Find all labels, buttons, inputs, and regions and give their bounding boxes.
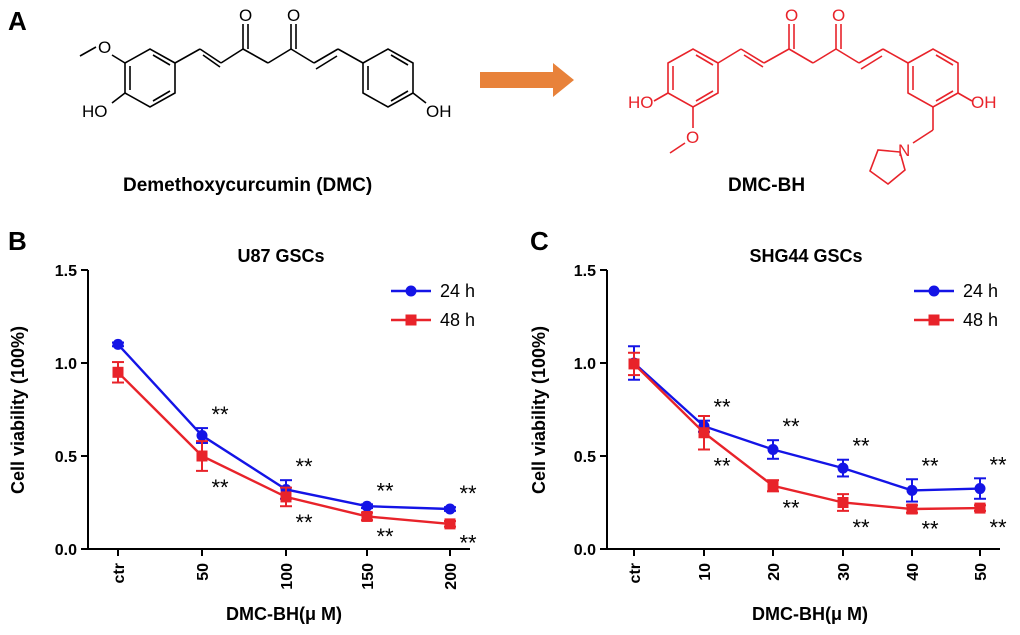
data-point-24h — [767, 443, 779, 455]
data-point-24h — [837, 462, 849, 474]
significance-marker-24h: ** — [459, 481, 477, 506]
dmc-bh-nitrogen: N — [898, 141, 910, 160]
data-point-48h — [767, 480, 779, 492]
y-tick-label: 1.5 — [574, 263, 596, 280]
dmc-ketone-o1: O — [239, 6, 252, 25]
legend-marker-24h — [928, 285, 940, 297]
dmc-ho-left: HO — [82, 102, 108, 121]
x-tick-label: 200 — [443, 563, 460, 590]
dmc-bh-ketone-o2: O — [832, 6, 845, 25]
significance-marker-48h: ** — [376, 524, 394, 549]
y-axis-label: Cell viability (100%) — [8, 326, 28, 494]
x-tick-label: ctr — [627, 563, 644, 583]
series-line-24h — [633, 362, 981, 492]
y-axis-label: Cell viability (100%) — [529, 326, 549, 494]
significance-marker-24h: ** — [713, 395, 731, 420]
significance-marker-24h: ** — [295, 454, 313, 479]
dmc-bh-ho-left: HO — [628, 93, 654, 112]
y-tick-label: 0.0 — [55, 542, 77, 559]
data-point-48h — [906, 503, 918, 515]
panel-letter-c: C — [530, 226, 549, 256]
legend-label-48h: 48 h — [440, 310, 475, 330]
data-point-48h — [698, 427, 710, 439]
significance-marker-24h: ** — [782, 414, 800, 439]
dmc-bh-oh-right: OH — [971, 93, 997, 112]
legend-marker-24h — [405, 285, 417, 297]
x-axis-label: DMC-BH(μ M) — [226, 604, 342, 624]
dmc-ketone-o2: O — [287, 6, 300, 25]
dmc-methoxy-o: O — [98, 38, 111, 57]
dmc-bh-name: DMC-BH — [728, 175, 805, 196]
series-line-24h — [117, 343, 451, 511]
dmc-name: Demethoxycurcumin (DMC) — [123, 175, 372, 196]
dmc-structure — [79, 24, 427, 108]
x-tick-label: ctr — [111, 563, 128, 583]
significance-marker-48h: ** — [211, 475, 229, 500]
significance-marker-24h: ** — [376, 478, 394, 503]
x-tick-label: 50 — [195, 563, 212, 581]
data-point-48h — [837, 497, 849, 508]
chart-title: SHG44 GSCs — [749, 246, 862, 266]
x-tick-label: 50 — [973, 563, 990, 581]
x-tick-label: 20 — [766, 563, 783, 581]
x-axis-label: DMC-BH(μ M) — [752, 604, 868, 624]
legend-label-24h: 24 h — [440, 281, 475, 301]
significance-marker-24h: ** — [989, 452, 1007, 477]
legend-label-24h: 24 h — [963, 281, 998, 301]
data-point-48h — [974, 502, 986, 514]
data-point-24h — [112, 338, 124, 350]
dmc-oh-right: OH — [426, 102, 452, 121]
dmc-atom-labels: O O O HO OH — [82, 6, 452, 121]
data-point-24h — [444, 503, 456, 515]
panel-letter-a: A — [8, 6, 27, 36]
data-point-24h — [974, 483, 986, 495]
chart-shg44: C SHG44 GSCs 0.00.51.01.5 ctr 10 20 30 40 50 … — [529, 226, 1007, 624]
data-point-24h — [906, 484, 918, 496]
legend-label-48h: 48 h — [963, 310, 998, 330]
data-point-48h — [444, 518, 456, 530]
data-point-48h — [628, 358, 640, 370]
significance-marker-24h: ** — [211, 402, 229, 427]
data-point-48h — [361, 510, 373, 522]
y-tick-label: 0.5 — [574, 449, 596, 466]
x-tick-label: 150 — [360, 563, 377, 590]
significance-marker-24h: ** — [852, 434, 870, 459]
series-line-48h — [633, 363, 981, 511]
legend: 24 h 48 h — [914, 281, 998, 330]
significance-marker-48h: ** — [921, 517, 939, 542]
dmc-bh-atom-labels: O O HO O OH N — [628, 6, 997, 160]
significance-marker-48h: ** — [852, 515, 870, 540]
y-tick-label: 1.0 — [574, 356, 596, 373]
chart-u87: B U87 GSCs 0.0 0.5 1.0 1.5 ctr 50 100 150 200 C… — [8, 226, 477, 624]
y-tick-label: 1.5 — [55, 263, 77, 280]
data-point-24h — [196, 430, 208, 442]
legend: 24 h 48 h — [391, 281, 475, 330]
significance-marker-48h: ** — [295, 510, 313, 535]
reaction-arrow — [480, 63, 574, 97]
chart-title: U87 GSCs — [237, 246, 324, 266]
y-tick-label: 0.5 — [55, 449, 77, 466]
x-tick-label: 10 — [697, 563, 714, 581]
x-tick-label: 30 — [836, 563, 853, 581]
significance-marker-24h: ** — [921, 453, 939, 478]
significance-marker-48h: ** — [989, 515, 1007, 540]
data-point-48h — [280, 491, 292, 503]
legend-marker-48h — [928, 314, 940, 326]
panel-letter-b: B — [8, 226, 27, 256]
data-point-48h — [196, 450, 208, 462]
significance-marker-48h: ** — [713, 453, 731, 478]
dmc-bh-structure — [653, 24, 973, 186]
dmc-bh-ketone-o1: O — [785, 6, 798, 25]
legend-marker-48h — [405, 314, 417, 326]
y-tick-label: 0.0 — [574, 542, 596, 559]
x-tick-label: 40 — [905, 563, 922, 581]
dmc-bh-methoxy-o: O — [686, 128, 699, 147]
x-tick-label: 100 — [279, 563, 296, 590]
significance-marker-48h: ** — [782, 495, 800, 520]
data-point-48h — [112, 366, 124, 378]
significance-marker-48h: ** — [459, 531, 477, 556]
y-tick-label: 1.0 — [55, 356, 77, 373]
data-point-24h — [361, 500, 373, 512]
